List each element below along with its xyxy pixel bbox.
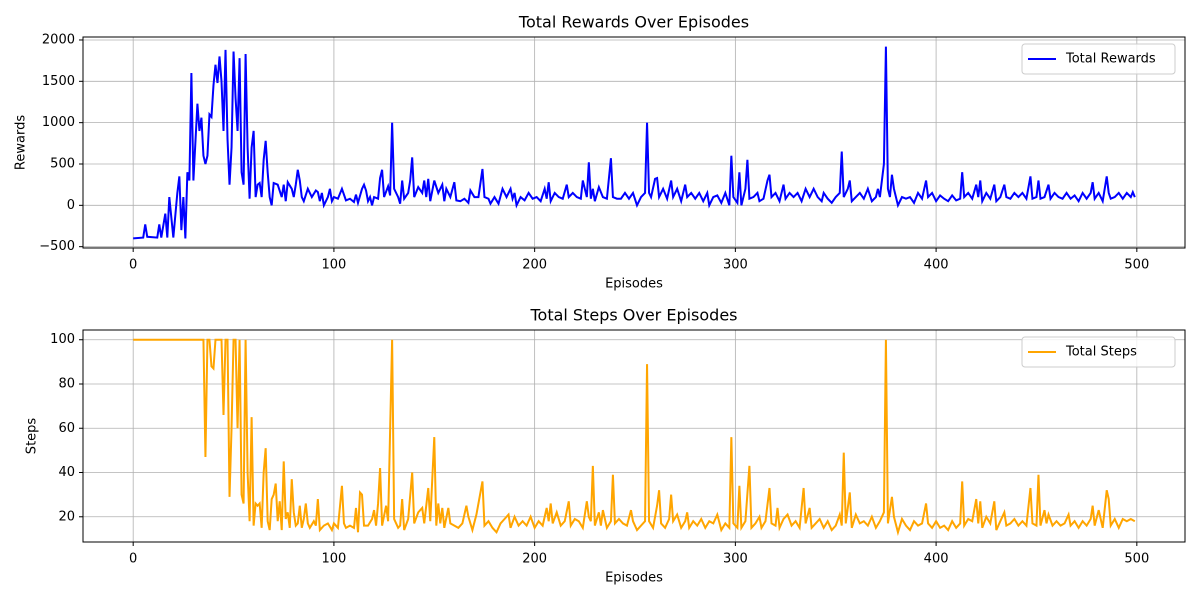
chart-title: Total Steps Over Episodes (529, 306, 737, 325)
x-tick-label: 300 (723, 258, 748, 273)
plot-frame (82, 36, 1186, 249)
x-tick-label: 100 (321, 258, 346, 273)
x-tick-label: 0 (129, 258, 137, 273)
x-tick-label: 200 (522, 258, 547, 273)
y-tick-label: 60 (58, 421, 75, 436)
y-tick-label: 100 (50, 332, 75, 347)
y-tick-label: 2000 (42, 32, 75, 47)
plot-frame (82, 329, 1186, 543)
x-tick-label: 100 (321, 552, 346, 567)
x-tick-label: 400 (924, 552, 949, 567)
y-tick-label: −500 (39, 239, 75, 254)
data-line (133, 46, 1136, 240)
y-tick-label: 0 (67, 198, 75, 213)
y-tick-label: 40 (58, 465, 75, 480)
y-axis-label: Rewards (14, 115, 29, 170)
legend-label: Total Rewards (1065, 52, 1156, 67)
legend-box (1021, 43, 1176, 75)
x-axis-label: Episodes (605, 277, 663, 292)
x-tick-label: 400 (924, 258, 949, 273)
x-tick-label: 500 (1124, 258, 1149, 273)
legend: Total Steps (1021, 336, 1176, 368)
x-tick-label: 300 (723, 552, 748, 567)
y-tick-label: 20 (58, 509, 75, 524)
x-tick-label: 200 (522, 552, 547, 567)
chart-title: Total Rewards Over Episodes (518, 13, 749, 32)
x-tick-label: 500 (1124, 552, 1149, 567)
y-tick-label: 80 (58, 376, 75, 391)
legend-label: Total Steps (1065, 345, 1137, 360)
y-tick-label: 1500 (42, 74, 75, 89)
x-tick-label: 0 (129, 552, 137, 567)
x-axis-label: Episodes (605, 571, 663, 586)
legend-box (1021, 336, 1176, 368)
legend: Total Rewards (1021, 43, 1176, 75)
y-tick-label: 1000 (42, 115, 75, 130)
y-axis-label: Steps (25, 418, 40, 455)
data-line (133, 338, 1136, 536)
y-tick-label: 500 (50, 156, 75, 171)
